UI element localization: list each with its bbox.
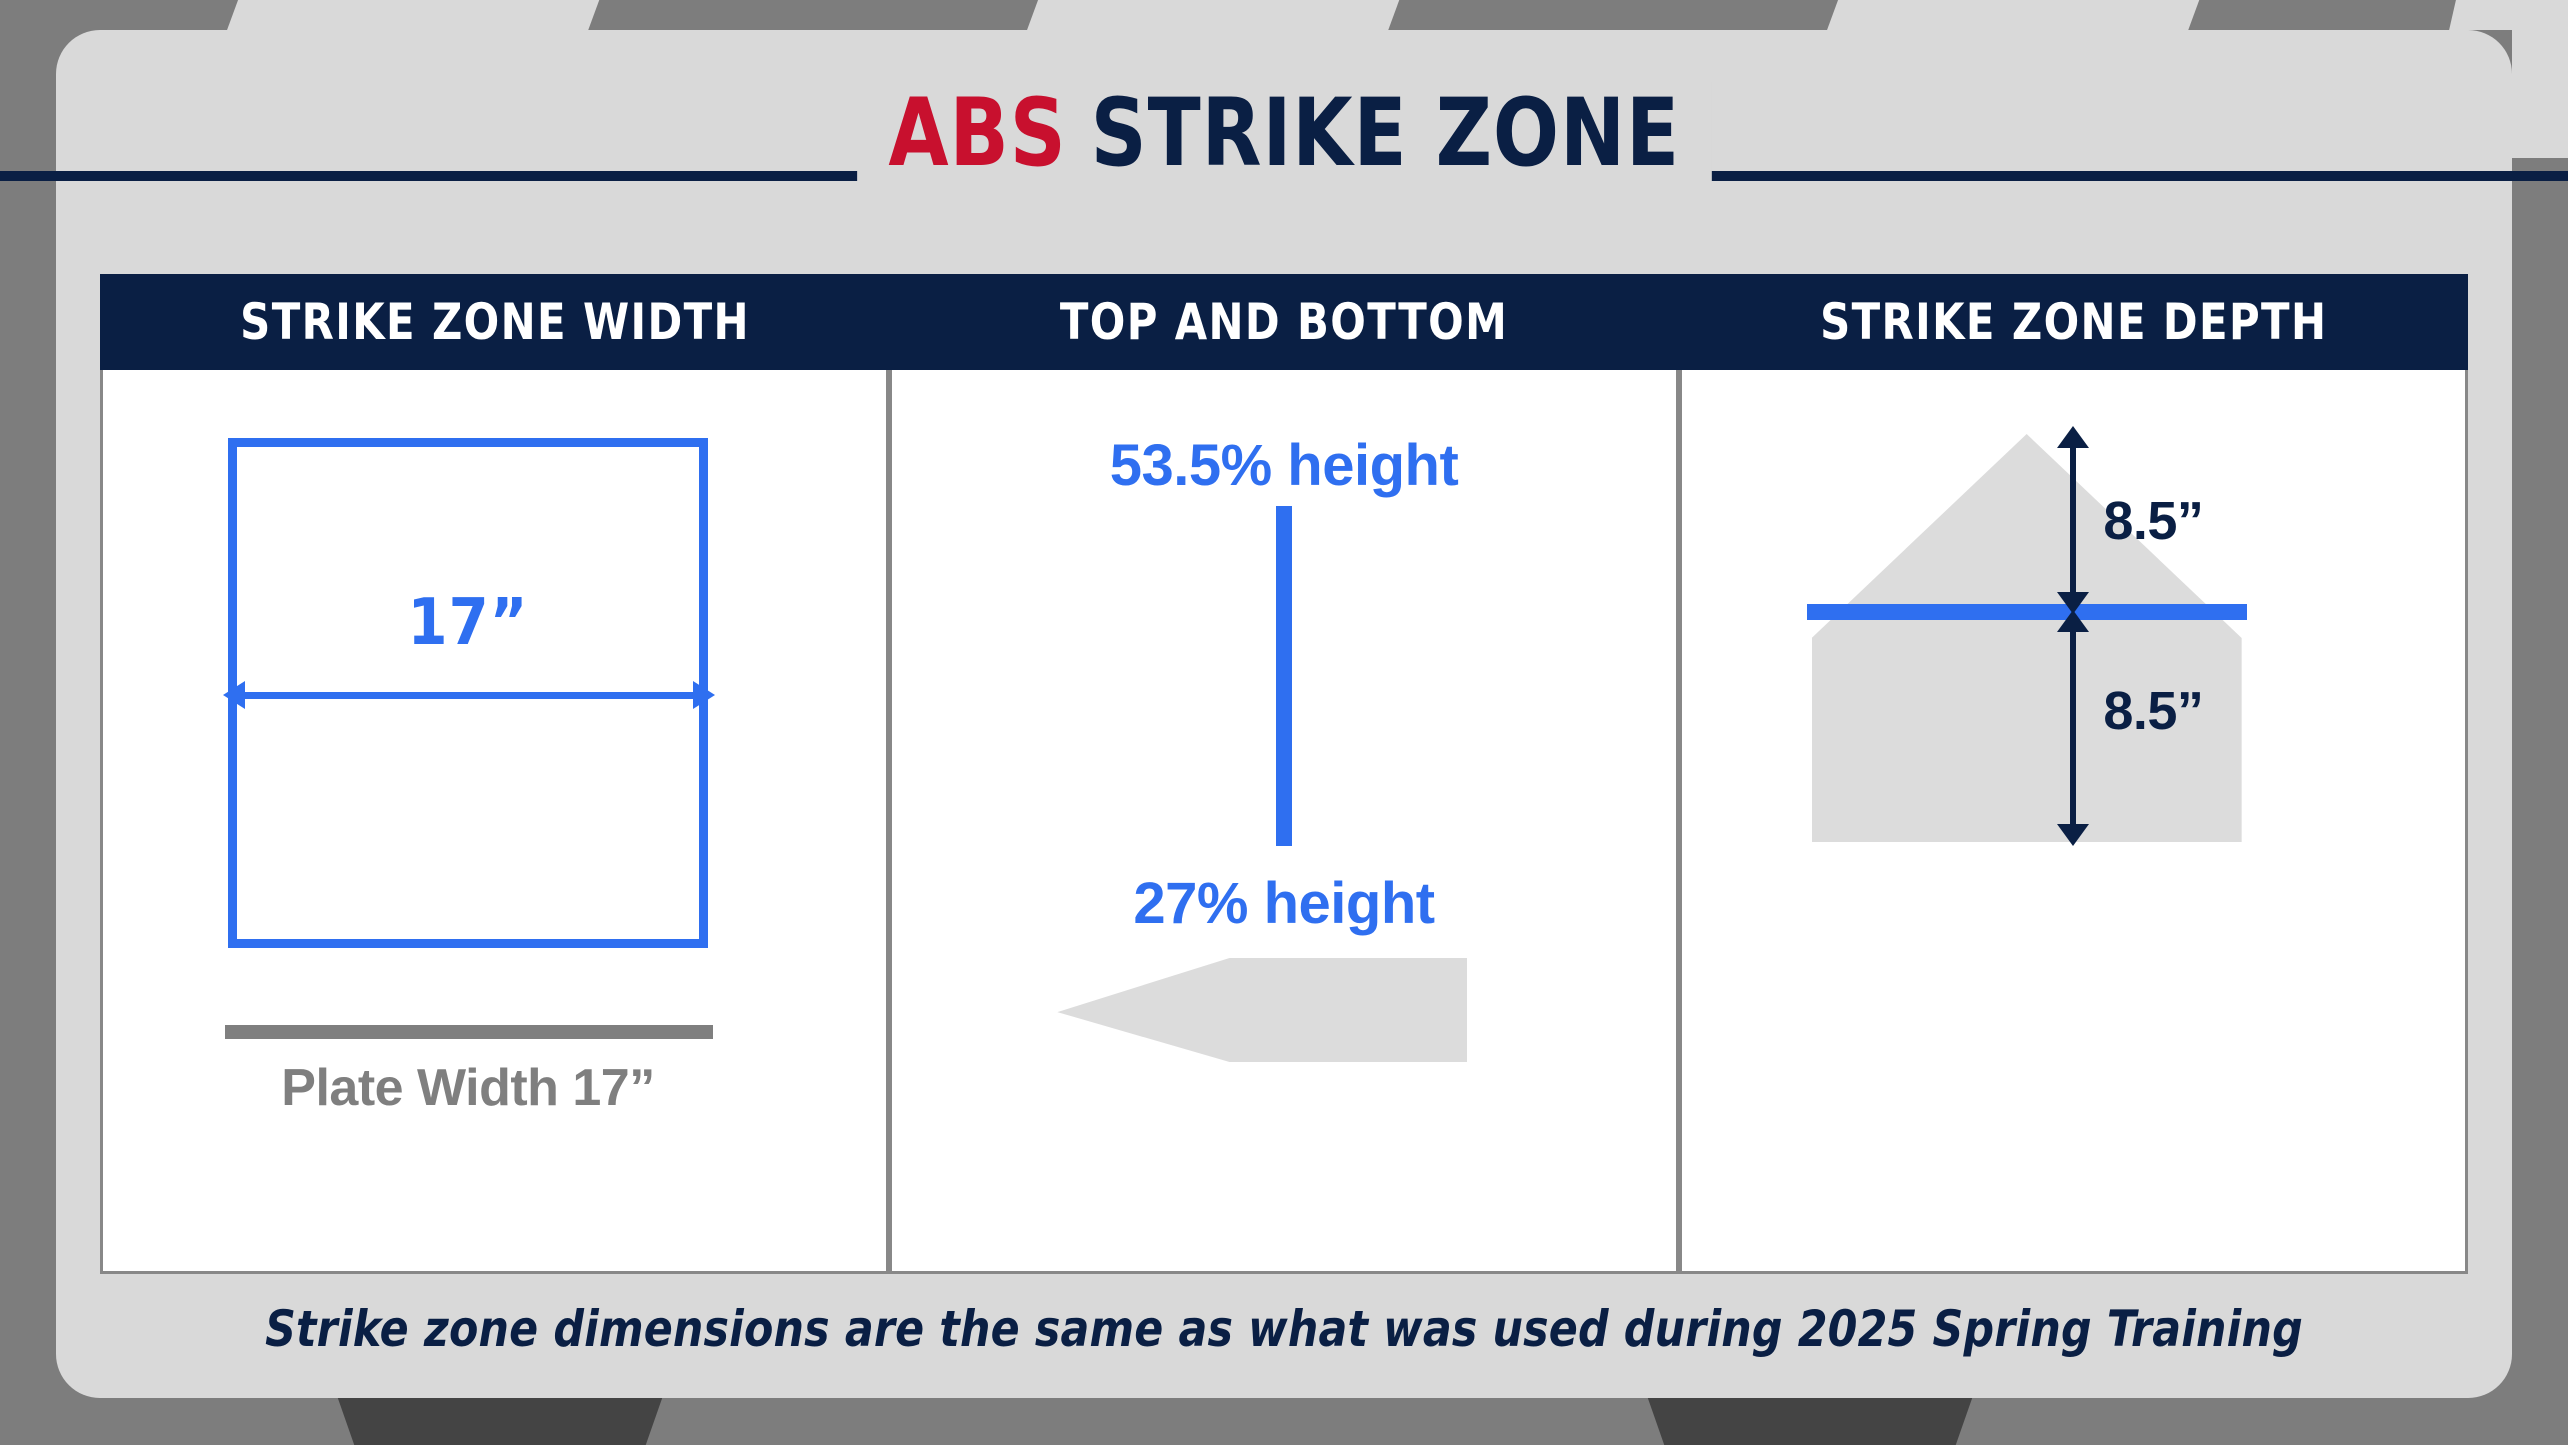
- arrow-head-down-icon: [2057, 824, 2090, 846]
- panel-strike-zone-width: STRIKE ZONE WIDTH 17” Plate Width 17”: [100, 274, 890, 1274]
- panel-body-width: 17” Plate Width 17”: [100, 370, 890, 1274]
- panels-row: STRIKE ZONE WIDTH 17” Plate Width 17”: [100, 274, 2468, 1274]
- depth-value-top: 8.5”: [2103, 491, 2204, 551]
- top-height-percent-label: 53.5% height: [1109, 433, 1459, 498]
- home-plate-top-view-shape: [1057, 958, 1468, 1062]
- panel-header-depth: STRIKE ZONE DEPTH: [1678, 274, 2468, 370]
- arrow-head-right-icon: [693, 681, 715, 709]
- panel-header-depth-label: STRIKE ZONE DEPTH: [1819, 293, 2327, 351]
- panel-top-and-bottom: TOP AND BOTTOM 53.5% height 27% height: [889, 274, 1679, 1274]
- depth-dimension-arrow-bottom: [2057, 610, 2090, 846]
- arrow-head-left-icon: [223, 681, 245, 709]
- title-main-words: STRIKE ZONE: [1090, 79, 1680, 188]
- depth-dimension-arrow-top: [2057, 426, 2090, 614]
- panel-body-top-bottom: 53.5% height 27% height: [889, 370, 1679, 1274]
- footer-note: Strike zone dimensions are the same as w…: [265, 1300, 2303, 1358]
- arrow-shaft: [2070, 439, 2077, 601]
- arrow-shaft: [2070, 623, 2077, 833]
- strike-zone-width-value: 17”: [407, 586, 529, 660]
- arrow-shaft: [241, 692, 697, 699]
- strike-zone-midline: [1806, 604, 2247, 620]
- panel-header-width-label: STRIKE ZONE WIDTH: [239, 293, 750, 351]
- plate-width-caption: Plate Width 17”: [281, 1059, 655, 1117]
- panel-strike-zone-depth: STRIKE ZONE DEPTH 8.5”: [1678, 274, 2468, 1274]
- strike-zone-vertical-bar: [1275, 506, 1292, 846]
- page-title: ABS STRIKE ZONE: [856, 79, 1712, 188]
- arrow-head-down-icon: [2057, 592, 2090, 614]
- panel-body-depth: 8.5” 8.5”: [1678, 370, 2468, 1274]
- panel-header-top-bottom: TOP AND BOTTOM: [889, 274, 1679, 370]
- panel-header-top-bottom-label: TOP AND BOTTOM: [1059, 293, 1509, 351]
- main-card: ABS STRIKE ZONE STRIKE ZONE WIDTH 17”: [0, 30, 2568, 1398]
- arrow-head-up-icon: [2057, 610, 2090, 632]
- width-dimension-arrow: [223, 678, 715, 712]
- page-title-wrapper: ABS STRIKE ZONE: [0, 82, 2568, 186]
- depth-value-bottom: 8.5”: [2103, 681, 2204, 741]
- plate-width-bar: [225, 1025, 713, 1039]
- bottom-height-percent-label: 27% height: [1133, 871, 1435, 936]
- arrow-head-up-icon: [2057, 426, 2090, 448]
- panel-header-width: STRIKE ZONE WIDTH: [100, 274, 890, 370]
- title-accent-word: ABS: [888, 79, 1067, 188]
